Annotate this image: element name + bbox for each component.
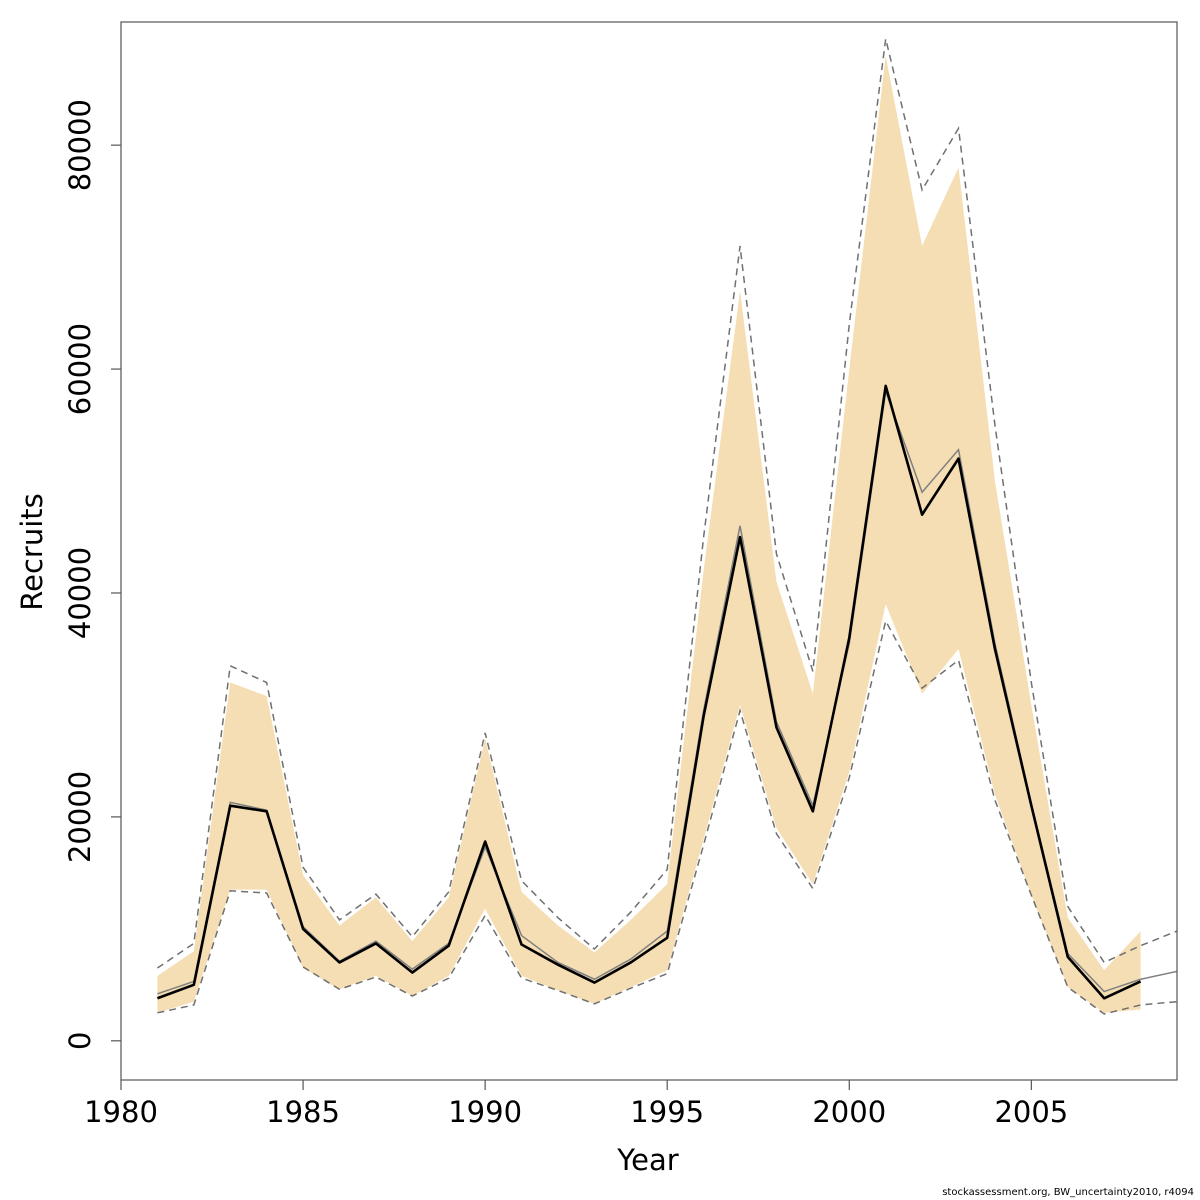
x-tick-label: 1995	[630, 1095, 704, 1129]
y-tick-label: 80000	[63, 99, 97, 191]
y-tick-label: 60000	[63, 323, 97, 415]
y-axis-label: Recruits	[15, 493, 49, 610]
plot-content	[156, 38, 1177, 1015]
axes: 1980 1985 1990 1995 2000 2005 0 20000 40000 60000…	[63, 21, 1178, 1129]
confidence-band	[157, 55, 1141, 1013]
x-tick-label: 2000	[812, 1095, 886, 1129]
lower-interval-line	[157, 618, 1177, 1015]
credit-text: stockassessment.org, BW_uncertainty2010,…	[942, 1187, 1194, 1198]
x-tick-label: 1985	[266, 1095, 340, 1129]
x-tick-label: 1990	[448, 1095, 522, 1129]
y-tick-label: 0	[63, 1032, 97, 1050]
x-tick-label: 2005	[994, 1095, 1068, 1129]
y-tick-label: 40000	[63, 547, 97, 639]
upper-interval-line	[156, 38, 1177, 969]
y-tick-label: 20000	[63, 771, 97, 863]
plot-area	[156, 38, 1177, 1015]
x-axis-label: Year	[616, 1143, 678, 1177]
x-tick-label: 1980	[84, 1095, 158, 1129]
plot-frame	[120, 21, 1178, 1081]
median-recruits-line	[156, 384, 1142, 1000]
